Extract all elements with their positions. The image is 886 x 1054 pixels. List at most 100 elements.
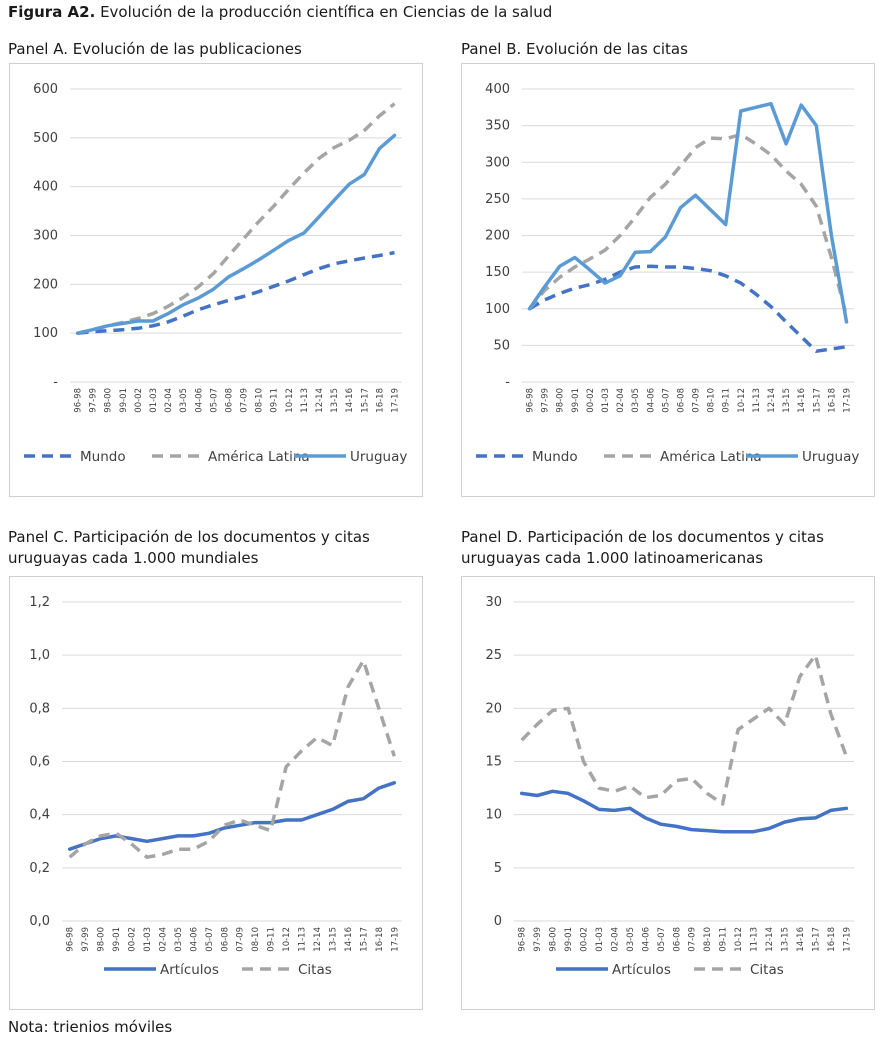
data-point: [628, 807, 631, 810]
data-point: [242, 237, 245, 240]
data-point: [238, 824, 241, 827]
data-point: [91, 328, 94, 331]
x-tick-label: 15-17: [360, 388, 370, 413]
legend-label: Artículos: [160, 962, 219, 978]
data-point: [151, 319, 154, 322]
data-point: [739, 133, 742, 136]
data-point: [769, 102, 772, 105]
x-tick-label: 07-09: [236, 927, 246, 952]
x-tick-label: 10-12: [285, 388, 295, 413]
data-point: [551, 709, 554, 712]
data-point: [145, 840, 148, 843]
data-point: [317, 157, 320, 160]
y-tick-label: 100: [33, 326, 58, 341]
data-point: [166, 305, 169, 308]
data-point: [121, 328, 124, 331]
x-tick-label: 96-98: [518, 927, 528, 952]
y-tick-label: 200: [485, 229, 510, 244]
data-point: [752, 830, 755, 833]
x-tick-label: 07-09: [240, 388, 250, 413]
x-tick-label: 12-14: [313, 927, 323, 952]
y-tick-label: 200: [33, 277, 58, 292]
data-point: [798, 817, 801, 820]
data-point: [543, 285, 546, 288]
data-point: [106, 329, 109, 332]
series-line-uruguay: [527, 101, 849, 324]
data-point: [739, 109, 742, 112]
x-tick-label: 16-18: [827, 388, 837, 413]
x-tick-label: 06-08: [676, 388, 686, 413]
data-point: [558, 292, 561, 295]
data-point: [679, 164, 682, 167]
panel-d-title-line1: Panel D. Participación de los documentos…: [461, 528, 824, 546]
data-point: [300, 749, 303, 752]
data-point: [257, 220, 260, 223]
series-line-artículos: [519, 789, 849, 834]
data-point: [520, 739, 523, 742]
y-tick-label: 0,4: [29, 808, 50, 823]
data-point: [814, 816, 817, 819]
y-tick-label: 600: [33, 82, 58, 97]
legend-label: Uruguay: [802, 449, 859, 465]
x-tick-label: 98-00: [97, 927, 107, 952]
data-point: [272, 249, 275, 252]
data-point: [694, 267, 697, 270]
data-point: [363, 173, 366, 176]
x-tick-label: 00-02: [580, 927, 590, 952]
x-tick-label: 99-01: [571, 388, 581, 413]
data-point: [829, 712, 832, 715]
data-point: [767, 707, 770, 710]
data-point: [300, 818, 303, 821]
data-point: [363, 256, 366, 259]
x-tick-label: 11-13: [300, 388, 310, 413]
data-point: [573, 256, 576, 259]
data-point: [284, 818, 287, 821]
x-tick-label: 06-08: [224, 388, 234, 413]
y-tick-label: 10: [485, 808, 502, 823]
data-point: [197, 296, 200, 299]
data-point: [192, 834, 195, 837]
data-point: [769, 153, 772, 156]
x-tick-label: 11-13: [752, 388, 762, 413]
x-tick-label: 12-14: [767, 388, 777, 413]
x-tick-label: 08-10: [707, 388, 717, 413]
data-point: [197, 308, 200, 311]
data-point: [528, 307, 531, 310]
x-tick-label: 01-03: [595, 927, 605, 952]
data-point: [613, 790, 616, 793]
data-point: [176, 834, 179, 837]
data-point: [659, 823, 662, 826]
data-point: [675, 779, 678, 782]
panel-d-chart: 0 5 10 15 20 25 30 96-98 97-99 98-00 99-01 00-02 01-…: [461, 576, 875, 1010]
data-point: [830, 347, 833, 350]
x-tick-label: 10-12: [282, 927, 292, 952]
data-point: [346, 800, 349, 803]
data-point: [393, 134, 396, 137]
x-tick-label: 99-01: [112, 927, 122, 952]
x-tick-label: 16-18: [827, 927, 837, 952]
x-tick-label: 02-04: [158, 927, 168, 952]
data-point: [603, 249, 606, 252]
data-point: [664, 183, 667, 186]
x-tick-label: 16-18: [375, 927, 385, 952]
x-tick-label: 99-01: [119, 388, 129, 413]
data-point: [536, 723, 539, 726]
data-point: [551, 790, 554, 793]
data-point: [659, 794, 662, 797]
x-tick-label: 09-11: [267, 927, 277, 952]
data-point: [543, 298, 546, 301]
y-tick-label: 300: [485, 155, 510, 170]
x-tick-label: 11-13: [750, 927, 760, 952]
data-point: [130, 842, 133, 845]
data-point: [566, 707, 569, 710]
x-tick-label: 08-10: [251, 927, 261, 952]
data-point: [346, 685, 349, 688]
data-point: [709, 269, 712, 272]
series-line-mundo: [77, 250, 395, 335]
data-point: [287, 188, 290, 191]
data-point: [618, 274, 621, 277]
data-point: [257, 290, 260, 293]
x-tick-label: 17-19: [842, 388, 852, 413]
y-tick-label: -: [53, 375, 58, 390]
data-point: [331, 808, 334, 811]
